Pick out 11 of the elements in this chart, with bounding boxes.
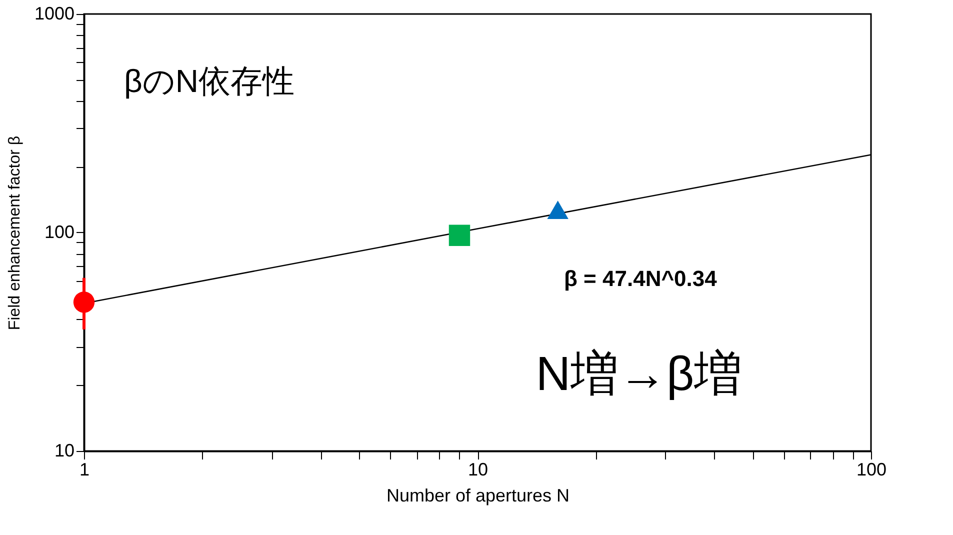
y-tick-label: 10 bbox=[54, 440, 74, 460]
x-tick-label: 10 bbox=[468, 460, 488, 480]
annotation: β = 47.4N^0.34 bbox=[564, 266, 718, 291]
annotation: N増→β増 bbox=[536, 348, 742, 401]
y-tick-label: 1000 bbox=[34, 4, 74, 24]
x-tick-label: 1 bbox=[79, 460, 90, 480]
x-tick-label: 100 bbox=[856, 460, 887, 480]
x-axis-title: Number of apertures N bbox=[386, 486, 570, 506]
y-tick-label: 100 bbox=[44, 222, 74, 242]
annotation: βのN依存性 bbox=[124, 63, 295, 99]
y-axis-title: Field enhancement factor β bbox=[6, 136, 24, 330]
